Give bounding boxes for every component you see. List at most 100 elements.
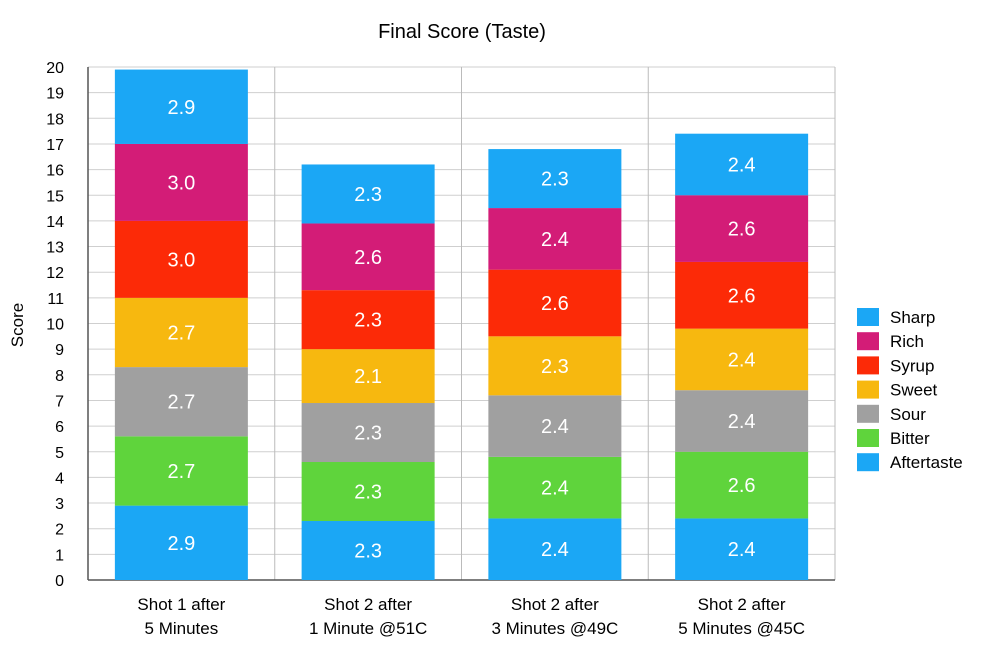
data-label: 2.3 [354,482,382,504]
data-label: 2.9 [167,97,195,119]
bar-segment-bitter [114,436,248,506]
bar-segment-sour [301,403,435,463]
bar-segment-sour [675,390,809,452]
bar-segment-sharp [114,69,248,144]
bar-segment-sweet [301,349,435,404]
data-label: 2.4 [541,229,569,251]
y-tick-label: 5 [55,445,64,462]
y-tick-label: 9 [55,342,64,359]
bar-segment-bitter [675,451,809,519]
legend-swatch [857,429,879,447]
bar-segment-sharp [675,133,809,196]
bar-segment-sour [114,367,248,437]
data-label: 2.4 [541,416,569,438]
bar-segment-aftertaste [488,518,622,580]
x-category-label: Shot 2 after [324,595,412,614]
bar-segment-bitter [301,462,435,522]
x-category-label: 1 Minute @51C [309,619,427,638]
data-label: 2.3 [354,423,382,445]
x-category-label: 5 Minutes @45C [678,619,805,638]
data-label: 2.4 [541,478,569,500]
data-label: 2.6 [728,219,756,241]
bar-segment-rich [301,223,435,291]
bar-segment-sweet [488,336,622,396]
y-axis-label: Score [8,303,27,347]
legend-swatch [857,356,879,375]
data-label: 2.7 [167,461,195,483]
bar-segment-syrup [301,290,435,350]
legend-swatch [857,380,879,399]
bar-segment-syrup [488,269,622,337]
y-tick-label: 16 [46,163,64,180]
data-label: 2.3 [541,356,569,378]
y-tick-label: 2 [55,522,64,539]
data-label: 2.4 [728,349,756,371]
bar-segment-rich [675,195,809,262]
data-label: 2.7 [167,392,195,414]
legend-item-label: Sharp [890,308,935,327]
legend-item-label: Rich [890,332,924,351]
data-label: 2.4 [728,411,756,433]
data-label: 2.4 [728,154,756,176]
bar-segment-aftertaste [301,521,435,580]
bar-segment-sweet [114,297,248,368]
bar-segment-aftertaste [114,505,248,580]
bar-segment-sour [488,395,622,457]
legend-item-label: Bitter [890,429,930,448]
legend-item-label: Sweet [890,381,938,400]
legend-swatch [857,453,879,472]
y-tick-label: 6 [55,419,64,436]
legend-swatch [857,404,879,423]
y-tick-label: 7 [55,393,64,410]
legend-swatch [857,332,879,351]
bar-segment-aftertaste [675,518,809,580]
data-label: 2.3 [541,169,569,191]
y-tick-label: 15 [46,188,64,205]
bar-segment-sharp [301,164,435,224]
data-label: 2.1 [354,366,382,388]
data-label: 2.4 [541,539,569,561]
legend-item-label: Sour [890,405,926,424]
bar-segment-bitter [488,456,622,519]
data-label: 2.3 [354,184,382,206]
y-tick-label: 17 [46,137,64,154]
bar-segment-rich [114,143,248,221]
data-label: 3.0 [167,249,195,271]
data-label: 2.7 [167,322,195,344]
data-label: 2.6 [728,475,756,497]
y-tick-label: 14 [46,214,64,231]
data-label: 2.6 [728,285,756,307]
y-tick-label: 11 [47,291,64,308]
x-category-label: Shot 2 after [511,595,599,614]
x-category-label: Shot 2 after [698,595,786,614]
legend: Sharp Rich Syrup Sweet Sour Bitter Aftertaste [857,308,963,472]
y-tick-label: 18 [46,111,64,128]
legend-item-label: Syrup [890,356,934,375]
x-categories: Shot 1 after 5 Minutes Shot 2 after 1 Minut… [137,595,805,638]
bar-segment-rich [488,208,622,270]
data-label: 2.3 [354,310,382,332]
bar-segment-sweet [675,328,809,391]
y-tick-label: 4 [55,470,64,487]
data-label: 2.4 [728,539,756,561]
y-tick-label: 10 [46,317,64,334]
x-category-label: Shot 1 after [137,595,225,614]
y-tick-label: 12 [46,265,64,282]
y-tick-label: 13 [46,240,64,257]
bar-segment-syrup [114,220,248,298]
data-label: 2.9 [167,533,195,555]
y-tick-label: 20 [46,60,64,77]
y-tick-label: 0 [55,573,64,590]
bar-segment-syrup [675,261,809,329]
y-tick-label: 8 [55,368,64,385]
data-label: 3.0 [167,172,195,194]
bar-segment-sharp [488,149,622,209]
data-label: 2.6 [541,293,569,315]
chart-title: Final Score (Taste) [378,21,546,43]
y-tick-label: 19 [46,86,64,103]
legend-item-label: Aftertaste [890,453,963,472]
data-label: 2.6 [354,247,382,269]
legend-swatch [857,308,879,326]
